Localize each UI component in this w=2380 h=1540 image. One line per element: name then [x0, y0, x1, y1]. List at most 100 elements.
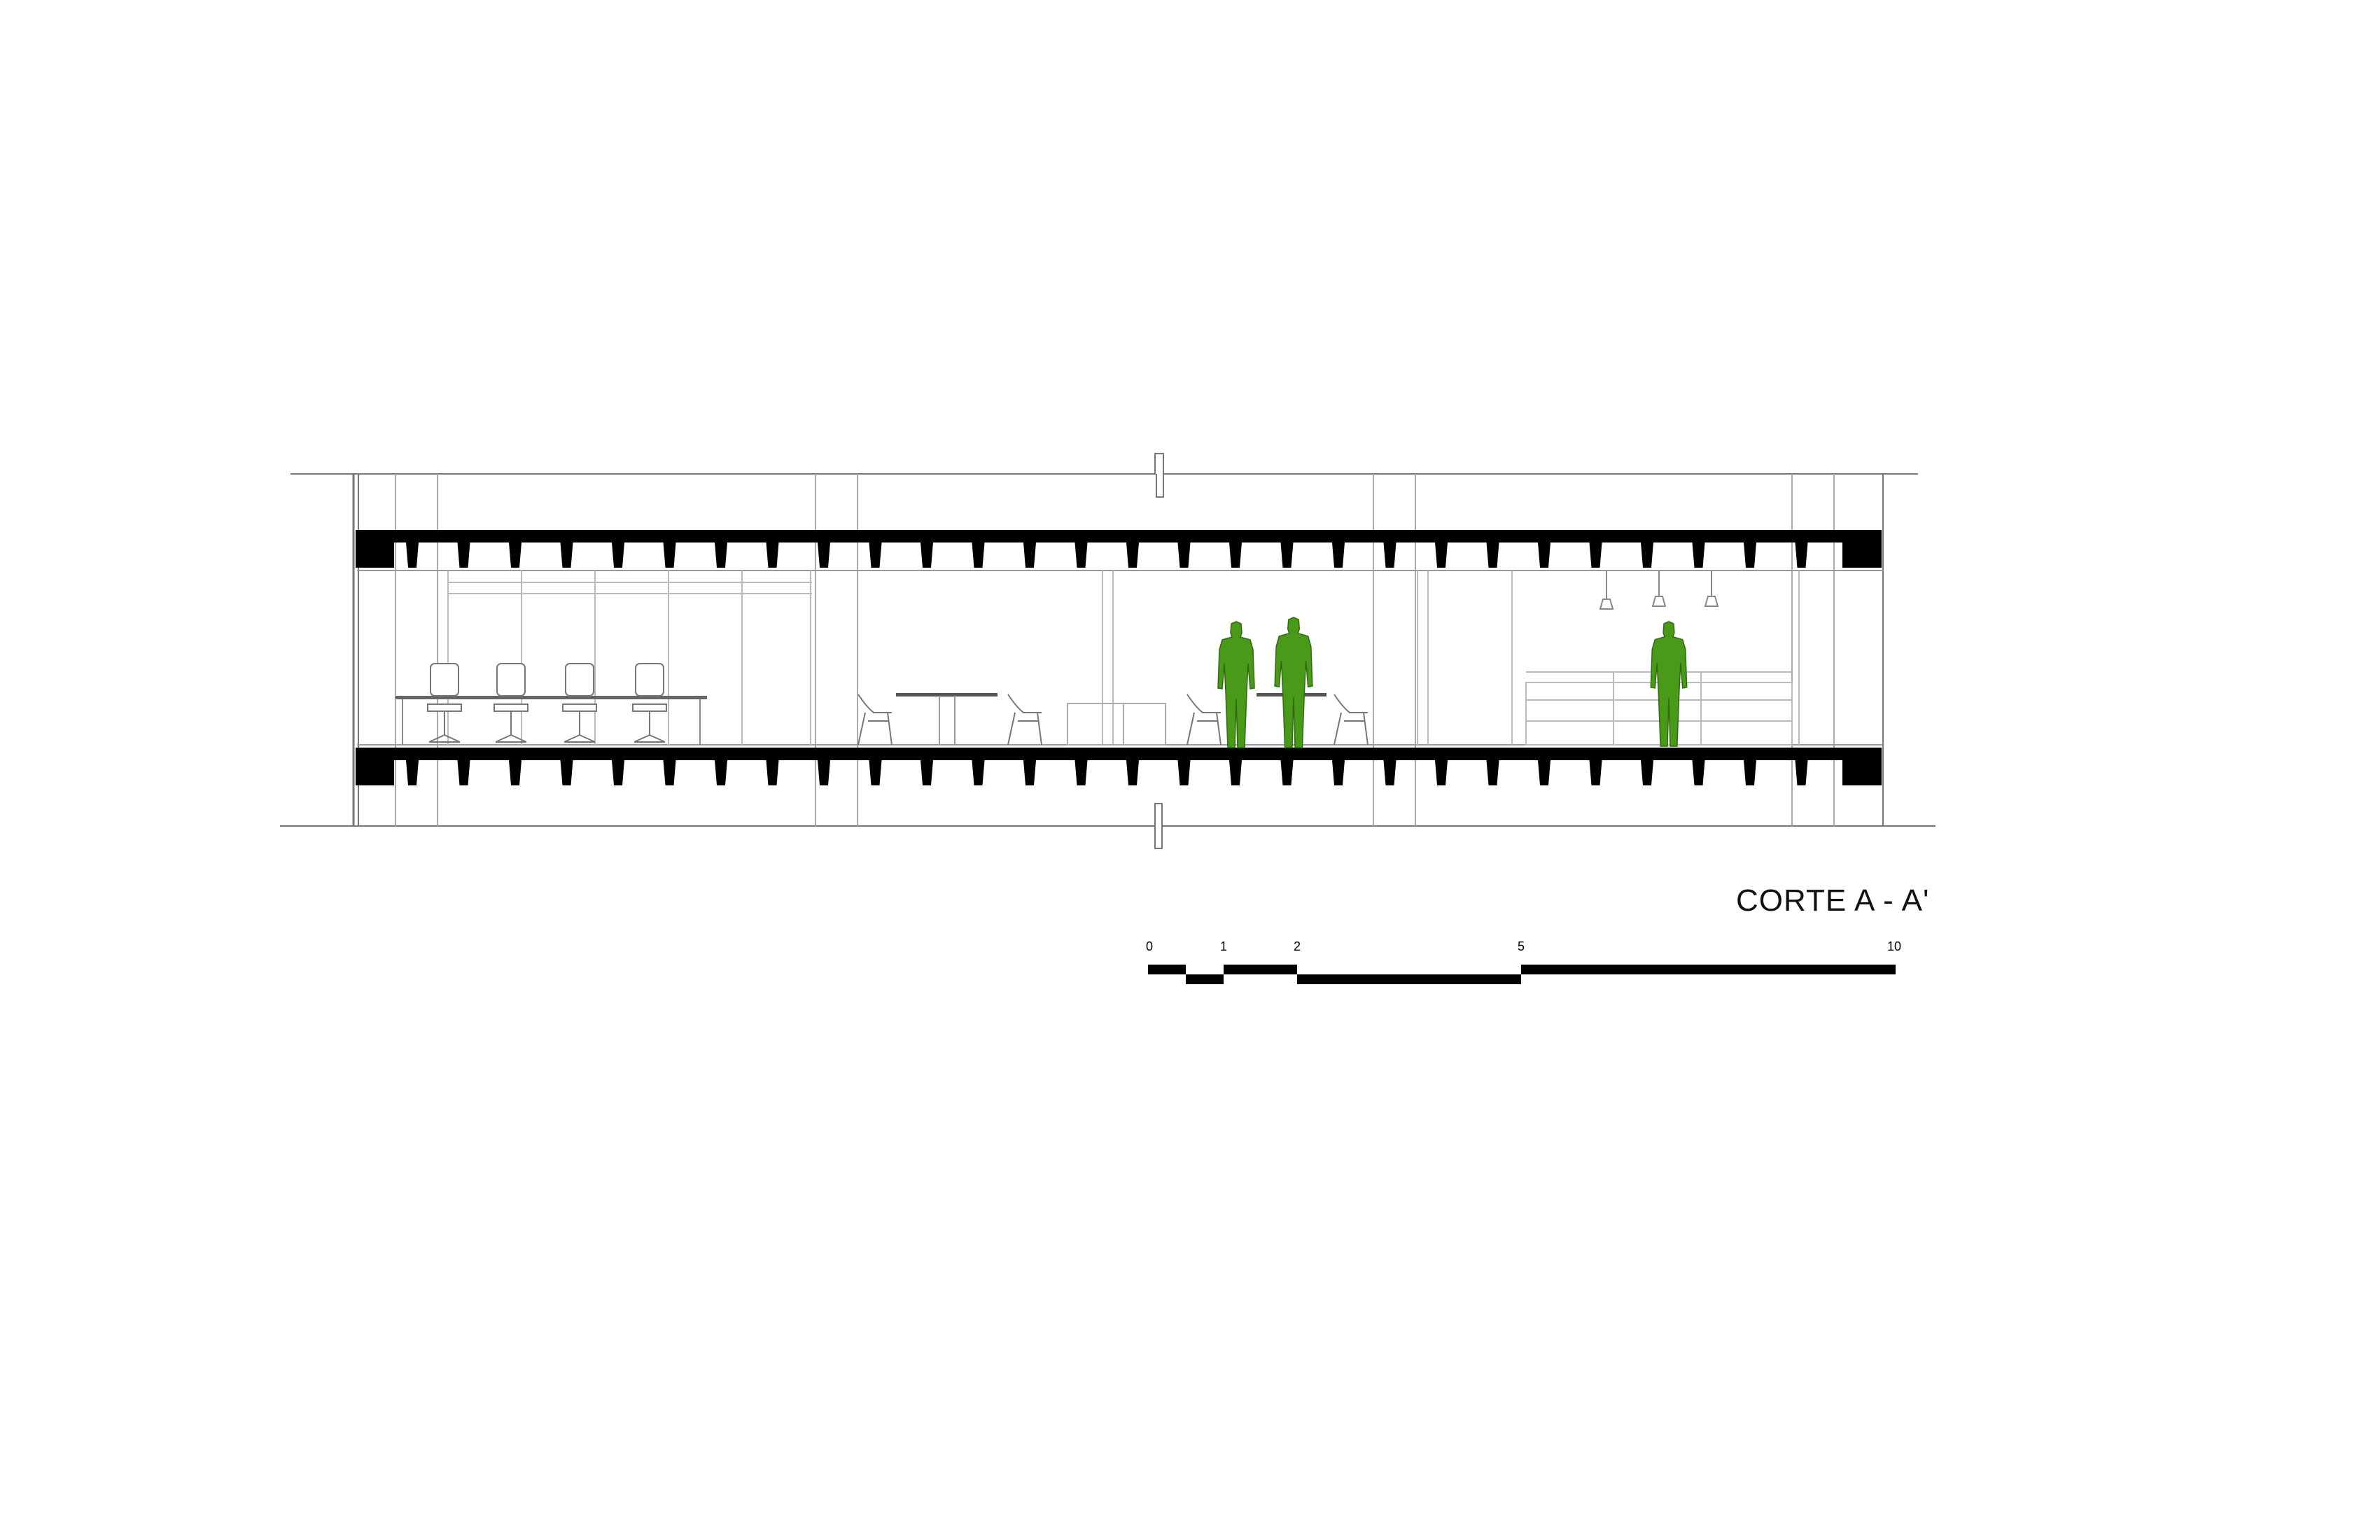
lower-slab [356, 748, 1882, 785]
slab-rib [1383, 760, 1396, 785]
upper-slab [356, 530, 1882, 568]
pendant-lamp [1704, 570, 1719, 607]
boundary-lines [280, 453, 1935, 849]
scale-segment-1-2 [1224, 965, 1297, 974]
scale-tick-label: 5 [1517, 939, 1525, 953]
slab-rib [1538, 760, 1550, 785]
pendant-lamp [1599, 570, 1614, 610]
scale-bar [1148, 965, 1896, 984]
slab-rib [766, 760, 779, 785]
slab-rib [1589, 760, 1602, 785]
slab-rib [972, 542, 985, 568]
office-chair [427, 663, 462, 743]
slab-rib [1280, 542, 1294, 568]
slab-rib [560, 760, 573, 785]
slab-rib [766, 542, 779, 568]
slab-rib [1229, 542, 1242, 568]
upper-slab-body [356, 530, 1882, 542]
lounge-chair [858, 694, 892, 746]
slab-rib [1692, 542, 1705, 568]
slab-rib [1023, 542, 1036, 568]
office-chair [632, 663, 667, 743]
meeting-table [396, 696, 707, 745]
slab-rib [1126, 760, 1139, 785]
slab-rib [1589, 542, 1602, 568]
slab-rib [509, 542, 522, 568]
slab-rib [869, 542, 882, 568]
cabinet [1067, 703, 1166, 746]
slab-rib [1332, 760, 1345, 785]
slab-rib [1126, 542, 1139, 568]
slab-rib [920, 542, 933, 568]
slab-rib [1383, 542, 1396, 568]
slab-rib [560, 542, 573, 568]
slab-rib [1795, 542, 1808, 568]
upper-slab-ribs [406, 542, 1808, 568]
slab-rib [1229, 760, 1242, 785]
pendant-lamps [1599, 570, 1719, 610]
lounge-chairs [858, 694, 1368, 746]
slab-rib [1023, 760, 1036, 785]
lounge-table [896, 693, 997, 746]
scale-segment-0.5-1 [1186, 974, 1224, 984]
upper-slab-left-end [356, 530, 394, 568]
lounge-chair [1186, 694, 1222, 746]
slab-rib [457, 760, 470, 785]
slab-rib [1744, 760, 1756, 785]
slab-rib [1538, 542, 1550, 568]
office-chairs [427, 663, 667, 743]
slab-rib [1795, 760, 1808, 785]
scale-segment-0-0.5 [1148, 965, 1186, 974]
lower-slab-left-end [356, 748, 394, 785]
glazing-partition [447, 570, 1800, 745]
slab-rib [1280, 760, 1294, 785]
office-chair [562, 663, 597, 743]
lounge-chair [1334, 694, 1368, 746]
lower-slab-ribs [406, 760, 1808, 785]
office-chair [493, 663, 528, 743]
slab-rib [1692, 760, 1705, 785]
slab-rib [1435, 542, 1448, 568]
upper-slab-right-end [1842, 530, 1882, 568]
slab-rib [1486, 760, 1499, 785]
slab-rib [1074, 542, 1088, 568]
slab-rib [715, 760, 727, 785]
slab-rib [1332, 542, 1345, 568]
lounge-chair [1007, 694, 1042, 746]
scale-tick-label: 0 [1145, 939, 1154, 953]
scale-tick-label: 1 [1219, 939, 1228, 953]
slab-rib [818, 542, 830, 568]
lower-slab-right-end [1842, 748, 1882, 785]
column-lines [395, 474, 1835, 826]
human-figure [1217, 621, 1255, 748]
scale-tick-label: 2 [1293, 939, 1301, 953]
slab-rib [1177, 542, 1191, 568]
human-figure [1650, 621, 1688, 747]
slab-rib [715, 542, 727, 568]
slab-rib [818, 760, 830, 785]
slab-rib [663, 760, 676, 785]
human-figures [1217, 617, 1688, 748]
slab-rib [1744, 542, 1756, 568]
slab-rib [406, 542, 419, 568]
slab-rib [1641, 542, 1653, 568]
slab-rib [1177, 760, 1191, 785]
slab-rib [406, 760, 419, 785]
slab-rib [1641, 760, 1653, 785]
scale-tick-label: 10 [1886, 939, 1902, 953]
scale-segment-5-10 [1521, 965, 1896, 974]
scale-segment-2-5 [1297, 974, 1521, 984]
slab-rib [1074, 760, 1088, 785]
slab-rib [457, 542, 470, 568]
slab-rib [920, 760, 933, 785]
human-figure [1274, 617, 1313, 748]
slab-rib [663, 542, 676, 568]
slab-rib [1435, 760, 1448, 785]
section-title: CORTE A - A' [1736, 883, 1930, 918]
pendant-lamp [1651, 570, 1667, 607]
slab-rib [509, 760, 522, 785]
slab-rib [612, 760, 624, 785]
slab-rib [612, 542, 624, 568]
slab-rib [869, 760, 882, 785]
